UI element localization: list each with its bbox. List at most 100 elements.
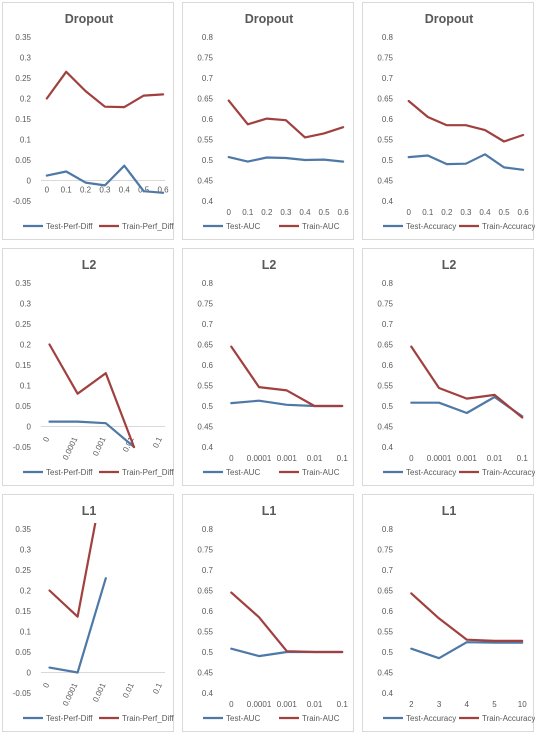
- y-tick-label: 0.7: [382, 566, 394, 575]
- chart-panel: L2 -0.05 0 0.05 0.1 0.15 0.2 0.25 0.3 0.35 0 0.0001…: [2, 248, 174, 486]
- series-line-train: [48, 523, 97, 618]
- chart-panel: L2 0.4 0.45 0.5 0.55 0.6 0.65 0.7 0.75 0.8 0 0.0001…: [182, 248, 354, 486]
- chart-title: L1: [82, 504, 97, 518]
- x-tick-label: 0.001: [277, 700, 298, 709]
- chart-panel: Dropout 0.4 0.45 0.5 0.55 0.6 0.65 0.7 0.75 0.8 0 0…: [182, 2, 354, 240]
- x-tick-label: 5: [492, 700, 497, 709]
- y-tick-label: 0.45: [377, 669, 393, 678]
- x-tick-label: 0.5: [318, 208, 330, 217]
- y-tick-label: 0.4: [382, 689, 394, 698]
- y-tick-label: 0.7: [202, 74, 214, 83]
- y-tick-label: -0.05: [13, 689, 32, 698]
- x-tick-label: 0.0001: [247, 454, 272, 463]
- y-tick-label: 0.8: [382, 525, 394, 534]
- chart-title: L1: [442, 504, 457, 518]
- y-tick-label: 0.75: [377, 546, 393, 555]
- y-tick-label: 0.65: [197, 587, 213, 596]
- y-tick-label: 0.7: [382, 74, 394, 83]
- y-tick-label: 0.65: [197, 95, 213, 104]
- y-tick-label: 0.4: [382, 443, 394, 452]
- x-tick-label: 0.1: [151, 681, 164, 695]
- chart-svg: Dropout 0.4 0.45 0.5 0.55 0.6 0.65 0.7 0.75 0.8 0 0…: [197, 12, 350, 231]
- y-tick-label: 0.5: [382, 402, 394, 411]
- chart-title: L2: [82, 258, 97, 272]
- x-tick-label: 0.4: [299, 208, 311, 217]
- legend-label: Train-Perf_Diff: [122, 468, 174, 477]
- x-tick-label: 0.1: [517, 454, 529, 463]
- legend-label: Test-AUC: [226, 222, 260, 231]
- y-tick-label: 0.45: [197, 669, 213, 678]
- y-tick-label: 0.6: [202, 115, 214, 124]
- x-tick-label: 0.0001: [427, 454, 452, 463]
- legend-label: Test-Perf-Diff: [46, 468, 93, 477]
- chart-panel: L2 0.4 0.45 0.5 0.55 0.6 0.65 0.7 0.75 0.8 0 0.0001…: [362, 248, 535, 486]
- y-tick-label: 0.55: [197, 136, 213, 145]
- y-tick-label: -0.05: [13, 443, 32, 452]
- chart-svg: L1 0.4 0.45 0.5 0.55 0.6 0.65 0.7 0.75 0.8 2 3 4 5 10 T…: [377, 504, 535, 723]
- x-tick-label: 0: [229, 454, 234, 463]
- y-tick-label: 0: [27, 669, 32, 678]
- chart-svg: L1 -0.05 0 0.05 0.1 0.15 0.2 0.25 0.3 0.35 0 0.0001…: [13, 504, 175, 723]
- y-tick-label: 0.5: [202, 156, 214, 165]
- x-tick-label: 0.001: [91, 681, 108, 703]
- y-tick-label: 0.8: [382, 279, 394, 288]
- legend-label: Test-Perf-Diff: [46, 714, 93, 723]
- x-tick-label: 0.5: [498, 208, 510, 217]
- y-tick-label: 0.65: [197, 341, 213, 350]
- series-line-train: [48, 343, 136, 449]
- y-tick-label: 0.4: [202, 197, 214, 206]
- x-tick-label: 0: [406, 208, 411, 217]
- y-tick-label: 0.5: [202, 648, 214, 657]
- y-tick-label: 0.5: [382, 648, 394, 657]
- y-tick-label: 0.25: [15, 566, 31, 575]
- legend-label: Train-Accuracy: [482, 222, 535, 231]
- y-tick-label: 0.25: [15, 74, 31, 83]
- chart-svg: L2 0.4 0.45 0.5 0.55 0.6 0.65 0.7 0.75 0.8 0 0.0001…: [377, 258, 535, 477]
- legend-label: Test-Perf-Diff: [46, 222, 93, 231]
- x-tick-label: 0.3: [280, 208, 292, 217]
- legend-label: Test-Accuracy: [406, 468, 456, 477]
- y-tick-label: 0.4: [202, 689, 214, 698]
- y-tick-label: 0.45: [197, 423, 213, 432]
- series-line-test: [410, 641, 524, 660]
- y-tick-label: 0.7: [382, 320, 394, 329]
- x-tick-label: 0.1: [242, 208, 254, 217]
- y-tick-label: 0.65: [377, 341, 393, 350]
- y-tick-label: 0.75: [197, 54, 213, 63]
- x-tick-label: 10: [518, 700, 527, 709]
- y-tick-label: -0.05: [13, 197, 32, 206]
- x-tick-label: 0.0001: [61, 435, 80, 461]
- x-tick-label: 0: [229, 700, 234, 709]
- x-tick-label: 0: [41, 435, 51, 443]
- y-tick-label: 0.8: [202, 279, 214, 288]
- legend-label: Train-Perf_Diff: [122, 714, 174, 723]
- y-tick-label: 0.6: [382, 361, 394, 370]
- series-line-test: [48, 420, 136, 449]
- x-tick-label: 0.01: [487, 454, 503, 463]
- chart-panel: Dropout 0.4 0.45 0.5 0.55 0.6 0.65 0.7 0.75 0.8 0 0…: [362, 2, 535, 240]
- y-tick-label: 0.5: [382, 156, 394, 165]
- x-tick-label: 0.0001: [61, 681, 80, 707]
- x-tick-label: 0.4: [479, 208, 491, 217]
- series-line-train: [230, 591, 344, 654]
- y-tick-label: 0: [27, 423, 32, 432]
- series-line-train: [45, 70, 165, 109]
- series-line-test: [227, 156, 345, 163]
- x-tick-label: 0: [226, 208, 231, 217]
- y-tick-label: 0.7: [202, 320, 214, 329]
- chart-title: Dropout: [65, 12, 114, 26]
- chart-panel: L1 0.4 0.45 0.5 0.55 0.6 0.65 0.7 0.75 0.8 0 0.0001…: [182, 494, 354, 732]
- y-tick-label: 0.55: [377, 136, 393, 145]
- x-tick-label: 0.2: [441, 208, 453, 217]
- x-tick-label: 0.3: [460, 208, 472, 217]
- series-line-train: [230, 345, 344, 408]
- chart-panel: L1 0.4 0.45 0.5 0.55 0.6 0.65 0.7 0.75 0.8 2 3 4 5 10 T…: [362, 494, 535, 732]
- x-tick-label: 2: [409, 700, 414, 709]
- series-line-test: [48, 577, 107, 674]
- legend-label: Test-AUC: [226, 468, 260, 477]
- y-tick-label: 0.2: [20, 341, 32, 350]
- x-tick-label: 0.1: [422, 208, 434, 217]
- y-tick-label: 0.7: [202, 566, 214, 575]
- chart-title: L2: [442, 258, 457, 272]
- x-tick-label: 0.6: [338, 208, 350, 217]
